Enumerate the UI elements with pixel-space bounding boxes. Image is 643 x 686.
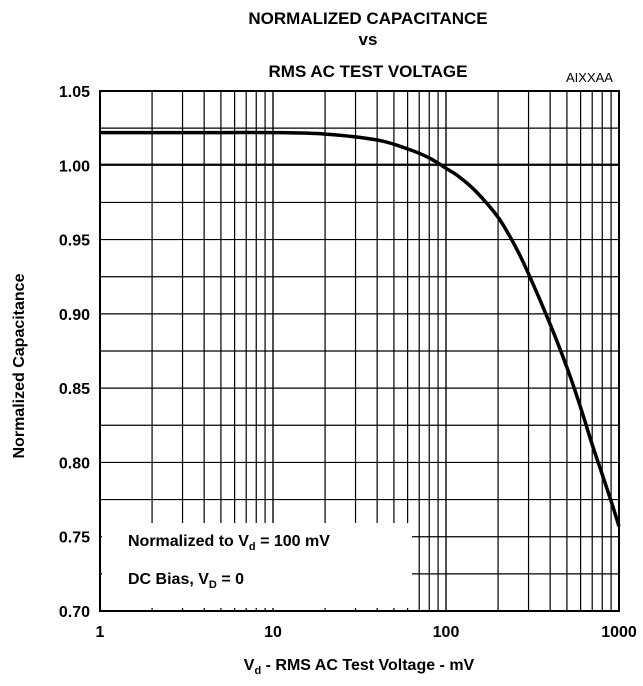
y-tick-label: 1.05 <box>59 84 90 101</box>
annotation-normalized-var: V <box>238 533 249 550</box>
annotation-dc-bias-rest: = 0 <box>217 571 244 588</box>
annotation-normalized: Normalized to Vd = 100 mV <box>128 533 330 553</box>
annotation-dc-bias-text: DC Bias, <box>128 571 198 588</box>
y-tick-label: 0.70 <box>59 604 90 621</box>
y-tick-label: 1.00 <box>59 158 90 175</box>
chart-title-line-3: RMS AC TEST VOLTAGE <box>269 62 468 81</box>
x-tick-label: 1 <box>96 624 105 641</box>
annotation-dc-bias: DC Bias, VD = 0 <box>128 571 244 591</box>
tick-labels: 1 10 100 1000 0.70 0.75 0.80 0.85 0.90 0.95 1.00 1.… <box>59 84 637 641</box>
x-tick-label: 10 <box>264 624 282 641</box>
plot-frame <box>99 90 620 612</box>
annotation-normalized-sub: d <box>249 541 256 553</box>
x-axis-label-var: V <box>244 657 255 674</box>
y-tick-label: 0.75 <box>59 530 90 547</box>
chart-title-line-2: vs <box>359 30 378 49</box>
capacitance-curve <box>99 130 621 527</box>
y-tick-label: 0.95 <box>59 233 90 250</box>
curve-layer <box>99 130 621 527</box>
annotation-normalized-rest: = 100 mV <box>256 533 331 550</box>
x-tick-label: 100 <box>433 624 460 641</box>
annotation-dc-bias-sub: D <box>209 579 217 591</box>
figure-code: AIXXAA <box>566 70 613 85</box>
annotation-normalized-text: Normalized to <box>128 533 238 550</box>
y-tick-label: 0.90 <box>59 307 90 324</box>
y-axis-label: Normalized Capacitance <box>11 273 28 458</box>
x-axis-label-rest: - RMS AC Test Voltage - mV <box>261 657 474 674</box>
annotation-dc-bias-var: V <box>198 571 209 588</box>
x-axis-label-sub: d <box>254 665 261 677</box>
y-tick-label: 0.85 <box>59 381 90 398</box>
x-axis-label: Vd - RMS AC Test Voltage - mV <box>244 657 475 677</box>
y-tick-label: 0.80 <box>59 455 90 472</box>
x-tick-label: 1000 <box>601 624 637 641</box>
annotation-box <box>102 523 412 608</box>
chart-title-line-1: NORMALIZED CAPACITANCE <box>248 9 487 28</box>
